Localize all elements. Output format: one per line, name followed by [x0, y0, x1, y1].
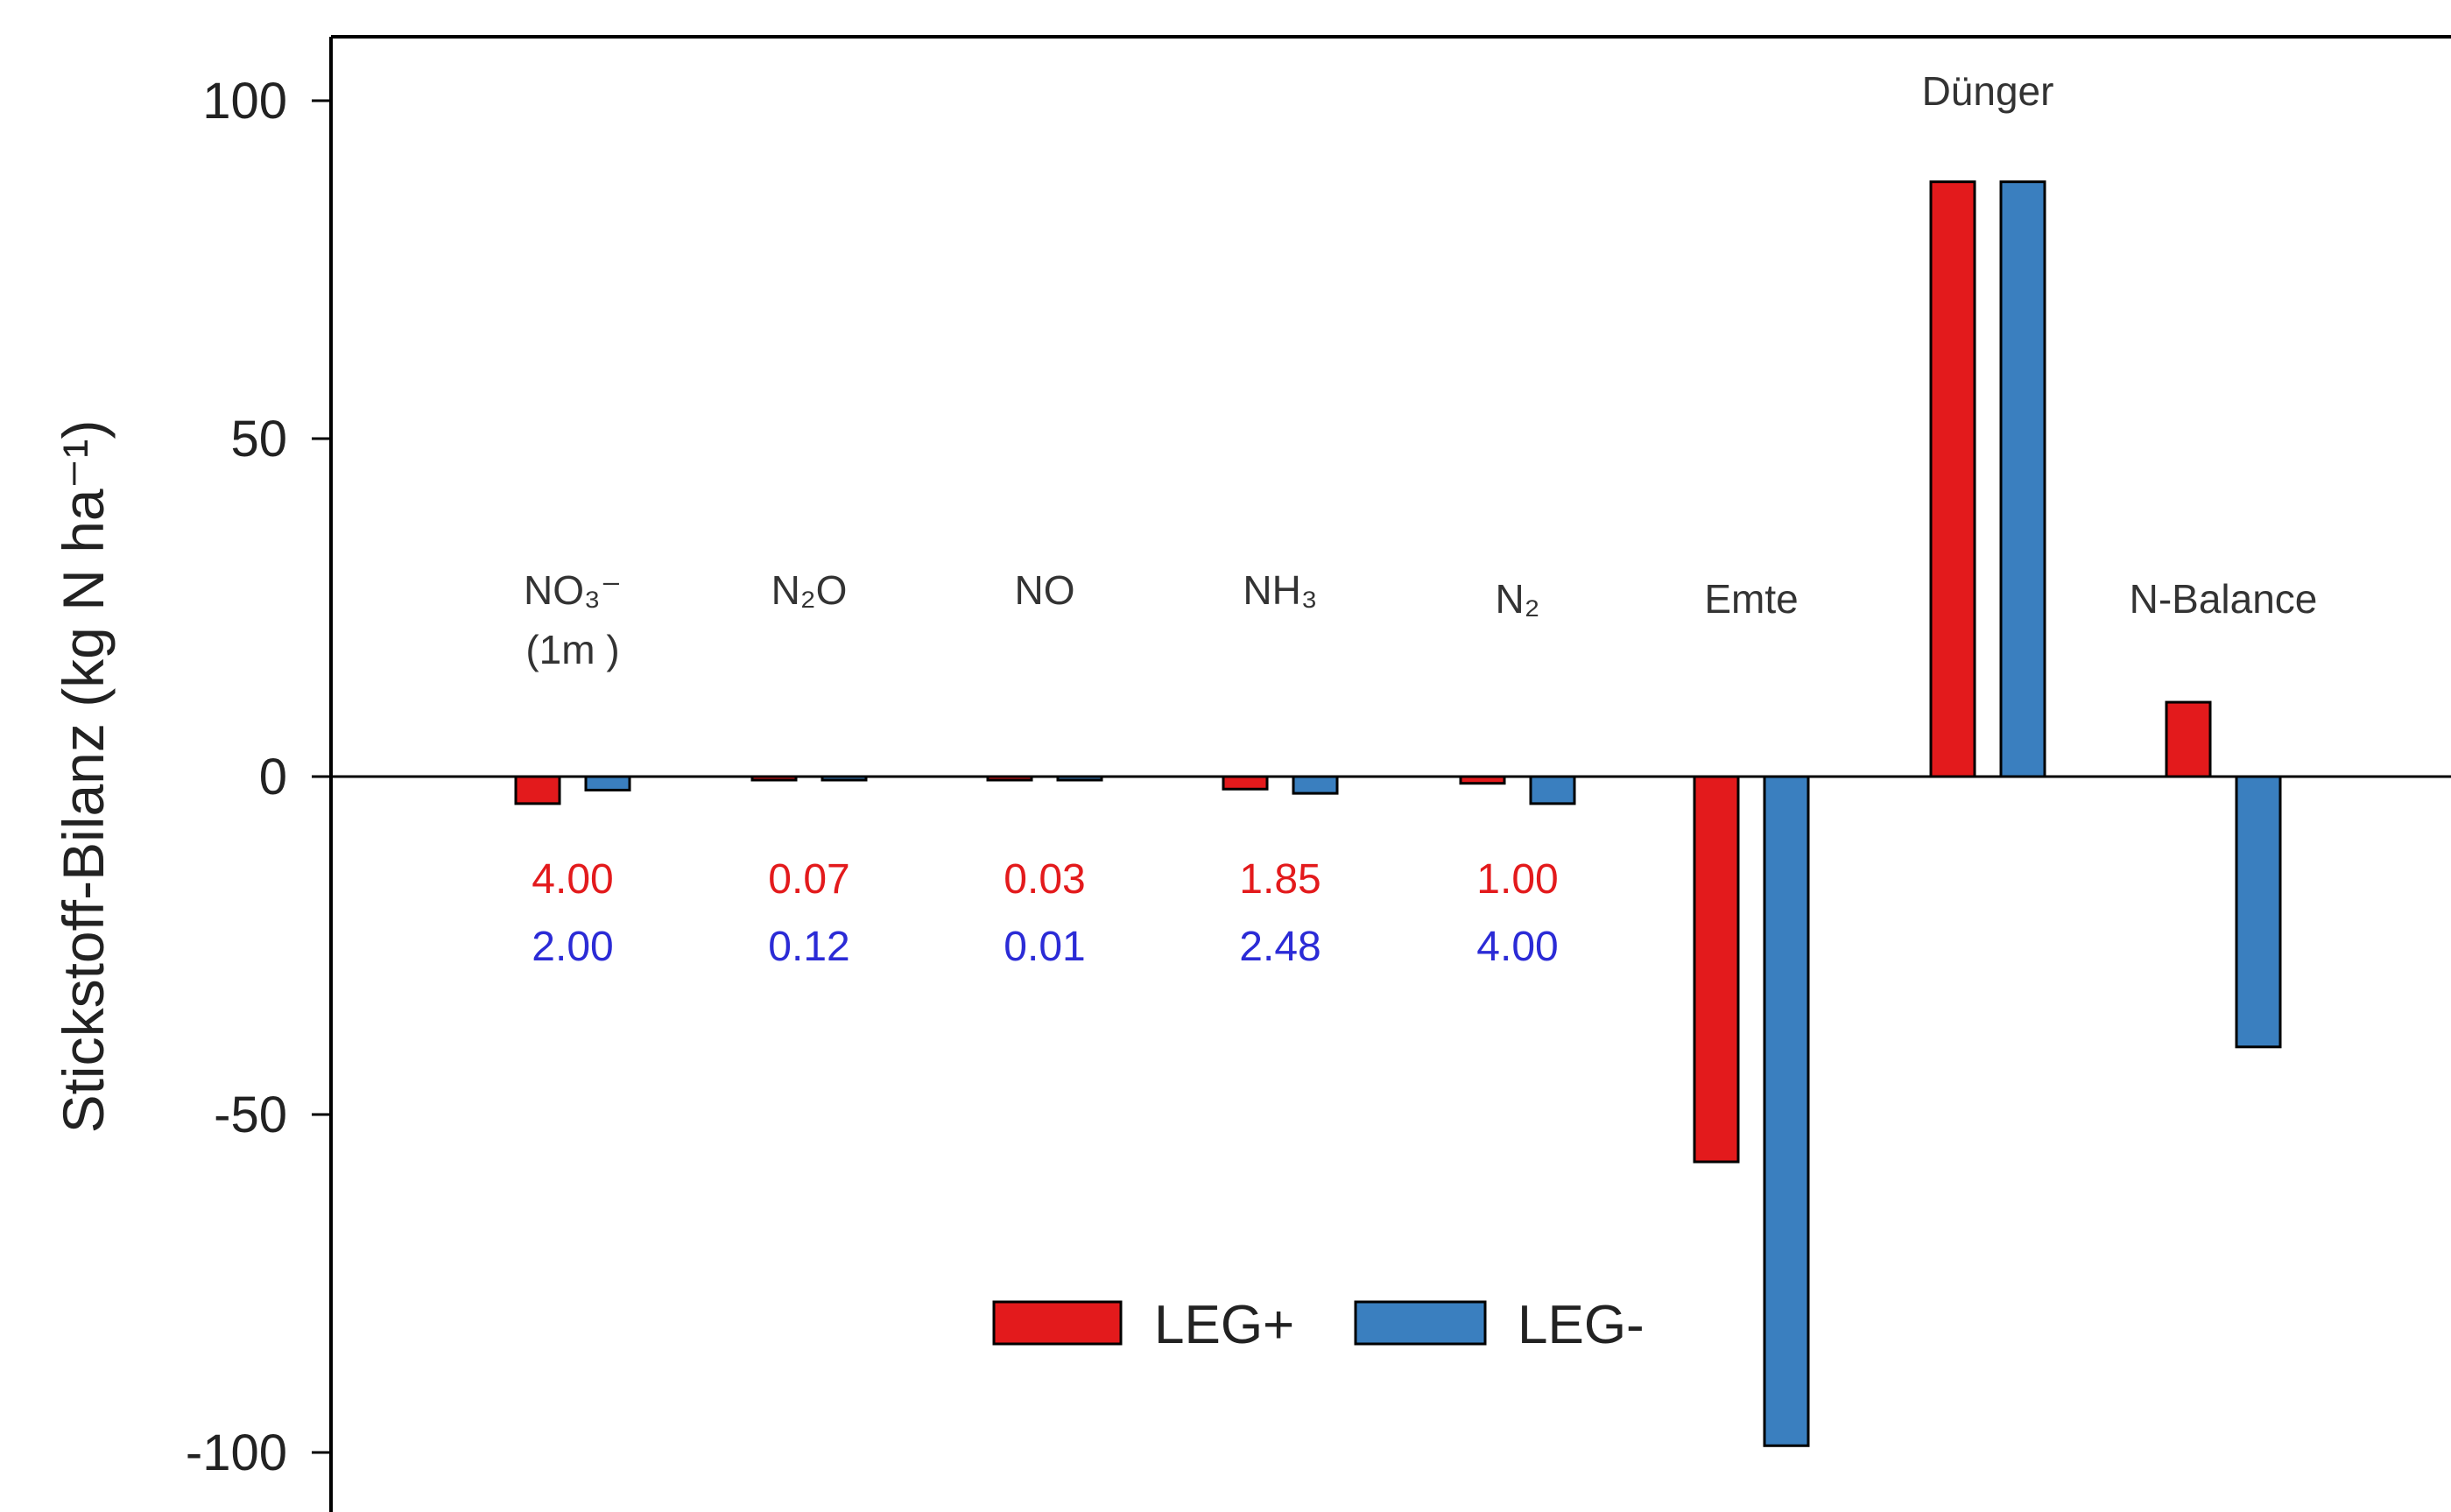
legend-swatch-leg-plus: [992, 1300, 1123, 1346]
bar-leg-plus: [1693, 775, 1740, 1164]
category-label: NH₃: [1243, 567, 1317, 613]
labels: NO₃⁻ (1m ) N₂O NO NH₃ N₂ Emte Dünger N-Balance 4.…: [524, 68, 2317, 970]
bar-leg-minus: [2235, 775, 2282, 1049]
bar-leg-minus: [1292, 775, 1339, 795]
bar-leg-minus: [1999, 180, 2046, 778]
category-label: N-Balance: [2130, 576, 2318, 622]
category-sublabel: (1m ): [525, 627, 619, 672]
value-label-leg-plus: 1.85: [1239, 856, 1321, 903]
axes: 100 50 0 -50 -100 Stickstoff-Bilanz (kg N ha⁻…: [51, 35, 2451, 1512]
y-tick-label: -50: [214, 1087, 287, 1143]
category-label: Dünger: [1922, 68, 2054, 114]
value-label-leg-minus: 4.00: [1476, 924, 1558, 970]
category-label: N₂: [1495, 576, 1539, 622]
bar-leg-plus: [1222, 775, 1269, 791]
bar-leg-plus: [750, 775, 798, 782]
bar-leg-minus: [821, 775, 868, 782]
category-label: NO₃⁻: [524, 567, 622, 613]
y-axis-title: Stickstoff-Bilanz (kg N ha⁻¹): [51, 420, 116, 1134]
bar-leg-plus: [1929, 180, 1976, 778]
category-label: NO: [1015, 567, 1075, 613]
value-label-leg-plus: 1.00: [1476, 856, 1558, 903]
bar-leg-minus: [1529, 775, 1576, 805]
legend-label-leg-plus: LEG+: [1154, 1295, 1294, 1355]
bar-leg-plus: [1459, 775, 1506, 785]
value-label-leg-minus: 0.12: [768, 924, 849, 970]
bar-leg-minus: [1056, 775, 1103, 782]
bars: [514, 180, 2282, 1447]
bar-leg-plus: [986, 775, 1033, 782]
bar-leg-minus: [1763, 775, 1810, 1447]
bar-leg-plus: [2165, 700, 2212, 778]
legend-swatch-leg-minus: [1354, 1300, 1487, 1346]
value-label-leg-plus: 4.00: [532, 856, 613, 903]
bar-leg-minus: [584, 775, 631, 791]
value-label-leg-minus: 0.01: [1004, 924, 1085, 970]
legend-label-leg-minus: LEG-: [1518, 1295, 1645, 1355]
y-tick-label: -100: [186, 1424, 287, 1481]
value-label-leg-minus: 2.00: [532, 924, 613, 970]
value-label-leg-minus: 2.48: [1239, 924, 1321, 970]
y-tick-label: 50: [230, 411, 287, 468]
y-tick-label: 100: [202, 73, 287, 130]
category-label: Emte: [1704, 576, 1798, 622]
legend: LEG+ LEG-: [992, 1295, 1645, 1355]
category-label: N₂O: [771, 567, 848, 613]
value-label-leg-plus: 0.03: [1004, 856, 1085, 903]
bar-leg-plus: [514, 775, 561, 805]
value-label-leg-plus: 0.07: [768, 856, 849, 903]
y-tick-label: 0: [259, 749, 287, 805]
